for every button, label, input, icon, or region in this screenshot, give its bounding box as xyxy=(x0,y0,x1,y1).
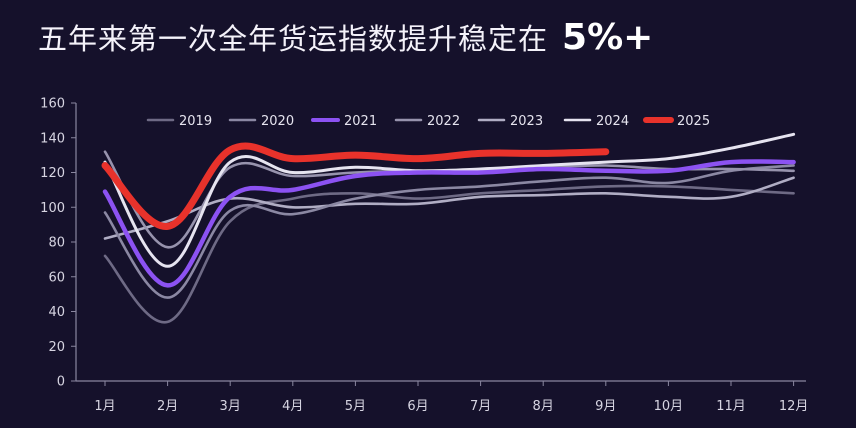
x-tick-label: 3月 xyxy=(220,399,241,414)
x-tick-label: 5月 xyxy=(345,399,366,414)
x-tick-label: 6月 xyxy=(407,399,428,414)
x-tick-label: 12月 xyxy=(779,399,809,414)
y-tick-label: 140 xyxy=(40,131,65,146)
series-line-2020 xyxy=(103,164,795,299)
legend-label-2020: 2020 xyxy=(261,114,294,129)
y-tick-label: 80 xyxy=(48,236,65,251)
x-tick-label: 10月 xyxy=(654,399,684,414)
chart-title: 五年来第一次全年货运指数提升稳定在 5%+ xyxy=(38,16,653,64)
y-tick-label: 20 xyxy=(48,340,65,355)
series-line-2025 xyxy=(101,142,610,230)
chart-title-highlight: 5%+ xyxy=(562,17,654,58)
y-tick-label: 60 xyxy=(48,270,65,285)
legend-label-2025: 2025 xyxy=(677,114,710,129)
y-tick-label: 160 xyxy=(40,97,65,112)
legend: 2019 2020 2021 2022 2023 2024 2025 xyxy=(146,114,710,129)
series-line-2019 xyxy=(103,184,795,324)
x-tick-label: 4月 xyxy=(282,399,303,414)
x-tick-label: 8月 xyxy=(533,399,554,414)
legend-label-2024: 2024 xyxy=(596,114,629,129)
legend-label-2019: 2019 xyxy=(179,114,212,129)
y-tick-label: 100 xyxy=(40,201,65,216)
x-tick-label: 9月 xyxy=(595,399,616,414)
series-lines xyxy=(101,132,796,324)
x-tick-label: 1月 xyxy=(94,399,115,414)
legend-label-2022: 2022 xyxy=(427,114,460,129)
legend-label-2021: 2021 xyxy=(344,114,377,129)
series-line-2021 xyxy=(102,159,796,288)
x-tick-label: 11月 xyxy=(716,399,746,414)
x-tick-label: 2月 xyxy=(157,399,178,414)
y-tick-label: 40 xyxy=(48,305,65,320)
legend-label-2023: 2023 xyxy=(510,114,543,129)
chart-title-text: 五年来第一次全年货运指数提升稳定在 xyxy=(38,22,549,56)
y-tick-label: 0 xyxy=(57,375,65,390)
x-axis-ticks: 1月 2月 3月 4月 5月 6月 7月 8月 9月 10月 11月 12月 xyxy=(94,381,808,414)
y-axis-ticks: 0 20 40 60 80 100 120 140 160 xyxy=(40,97,76,390)
y-tick-label: 120 xyxy=(40,166,65,181)
x-tick-label: 7月 xyxy=(470,399,491,414)
series-line-2023 xyxy=(103,176,795,240)
